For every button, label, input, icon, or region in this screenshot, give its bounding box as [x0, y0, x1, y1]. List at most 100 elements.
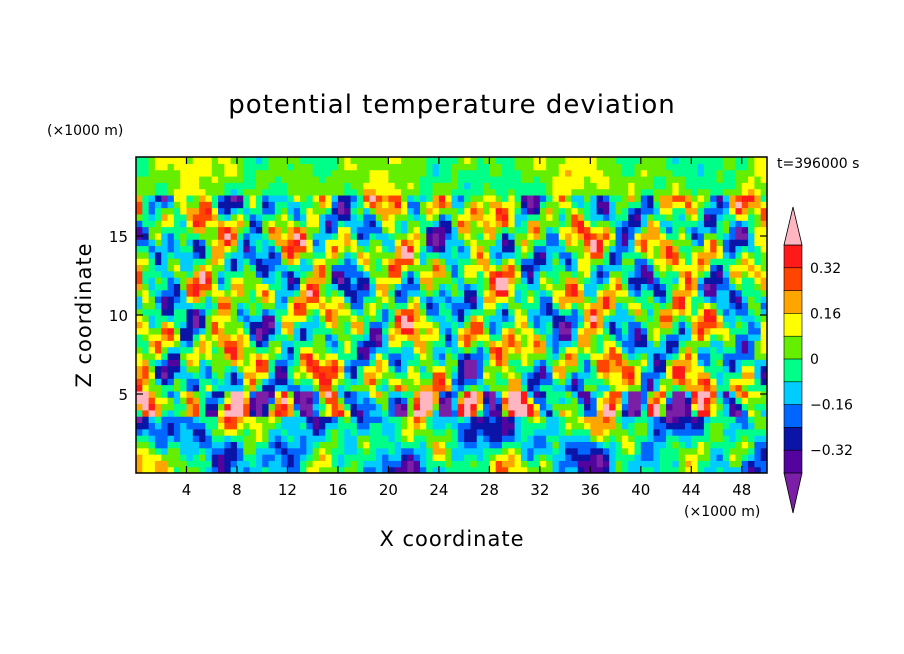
- field-cell: [337, 346, 345, 354]
- field-cell: [192, 340, 200, 348]
- field-cell: [451, 163, 459, 171]
- field-cell: [577, 213, 585, 221]
- field-cell: [621, 258, 629, 266]
- field-cell: [552, 384, 560, 392]
- field-cell: [255, 403, 263, 411]
- field-cell: [432, 371, 440, 379]
- field-cell: [546, 175, 554, 183]
- field-cell: [520, 251, 528, 259]
- field-cell: [142, 384, 150, 392]
- field-cell: [281, 371, 289, 379]
- field-cell: [401, 201, 408, 209]
- field-cell: [142, 277, 150, 284]
- field-cell: [615, 289, 623, 297]
- field-cell: [136, 264, 143, 272]
- field-cell: [262, 371, 270, 379]
- field-cell: [678, 333, 686, 341]
- field-cell: [710, 333, 718, 341]
- field-cell: [407, 251, 415, 259]
- field-cell: [684, 157, 692, 164]
- field-cell: [167, 359, 175, 367]
- field-cell: [199, 315, 207, 322]
- field-cell: [199, 182, 207, 190]
- field-cell: [634, 315, 642, 322]
- field-cell: [596, 390, 604, 398]
- field-cell: [432, 340, 440, 348]
- field-cell: [565, 264, 572, 272]
- field-cell: [230, 182, 238, 190]
- field-cell: [584, 378, 591, 386]
- field-cell: [375, 302, 383, 310]
- field-cell: [514, 384, 522, 392]
- field-cell: [539, 308, 547, 316]
- field-cell: [571, 416, 579, 424]
- field-cell: [577, 308, 585, 316]
- field-cell: [634, 201, 642, 209]
- field-cell: [445, 289, 453, 297]
- field-cell: [394, 403, 402, 411]
- field-cell: [615, 435, 623, 442]
- field-cell: [489, 466, 497, 473]
- field-cell: [527, 416, 535, 424]
- field-cell: [735, 378, 743, 386]
- field-cell: [287, 441, 295, 449]
- field-cell: [451, 201, 459, 209]
- field-cell: [205, 169, 213, 177]
- field-cell: [748, 245, 755, 253]
- field-cell: [640, 220, 648, 228]
- field-cell: [161, 390, 169, 398]
- field-cell: [413, 466, 421, 473]
- field-cell: [224, 346, 232, 354]
- field-cell: [565, 409, 572, 417]
- field-cell: [691, 163, 699, 171]
- field-cell: [558, 321, 566, 329]
- field-cell: [565, 175, 572, 183]
- field-cell: [281, 403, 289, 411]
- field-cell: [558, 157, 566, 164]
- field-cell: [388, 163, 396, 171]
- field-cell: [760, 435, 767, 442]
- field-cell: [514, 213, 522, 221]
- field-cell: [729, 296, 737, 303]
- field-cell: [148, 169, 156, 177]
- field-cell: [293, 251, 301, 259]
- field-cell: [375, 264, 383, 272]
- field-cell: [293, 384, 301, 392]
- field-cell: [344, 182, 352, 190]
- field-cell: [590, 226, 598, 234]
- field-cell: [382, 435, 389, 442]
- field-cell: [520, 435, 528, 442]
- field-cell: [331, 188, 339, 196]
- field-cell: [167, 397, 175, 405]
- field-cell: [407, 466, 415, 473]
- field-cell: [546, 169, 554, 177]
- field-cell: [230, 371, 238, 379]
- field-cell: [476, 333, 484, 341]
- field-cell: [483, 441, 490, 449]
- field-cell: [432, 207, 440, 215]
- field-cell: [192, 220, 200, 228]
- field-cell: [432, 277, 440, 284]
- field-cell: [312, 308, 320, 316]
- field-cell: [413, 289, 421, 297]
- field-cell: [249, 435, 257, 442]
- field-cell: [382, 397, 389, 405]
- field-cell: [457, 321, 465, 329]
- field-cell: [457, 416, 465, 424]
- field-cell: [388, 175, 396, 183]
- field-cell: [697, 289, 705, 297]
- field-cell: [634, 466, 642, 473]
- field-cell: [584, 188, 591, 196]
- field-cell: [760, 251, 767, 259]
- field-cell: [180, 352, 188, 360]
- field-cell: [590, 220, 598, 228]
- field-cell: [691, 201, 699, 209]
- field-cell: [154, 226, 162, 234]
- field-cell: [268, 327, 276, 335]
- field-cell: [584, 201, 591, 209]
- field-cell: [438, 441, 446, 449]
- field-cell: [722, 283, 730, 291]
- field-cell: [205, 157, 213, 164]
- field-cell: [697, 384, 705, 392]
- field-cell: [590, 321, 598, 329]
